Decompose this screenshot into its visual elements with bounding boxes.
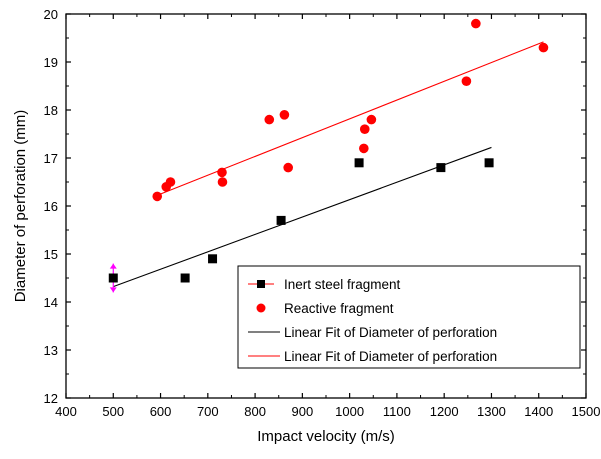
y-axis-title: Diameter of perforation (mm) [12,110,29,303]
reactive-point [359,124,370,134]
y-tick-label: 20 [44,7,58,22]
x-tick-label: 800 [244,404,266,419]
fit-line-2 [113,146,492,288]
reactive-point [461,76,472,86]
legend-label: Linear Fit of Diameter of perforation [284,325,497,340]
reactive-point [152,191,163,202]
y-tick-label: 15 [44,247,58,262]
inert-steel-point [276,215,286,225]
x-tick-label: 1200 [430,404,459,419]
legend-square-marker [257,280,265,288]
x-tick-label: 1100 [383,404,411,419]
inert-steel-point [484,158,494,168]
inert-steel-point [354,158,364,168]
legend-box [237,265,581,369]
y-tick-label: 16 [44,199,58,214]
error-bar-arrow-down [109,287,117,293]
x-tick-label: 600 [150,404,172,419]
legend-label: Reactive fragment [284,301,394,316]
x-tick-label: 1400 [524,404,553,419]
y-tick-label: 19 [44,55,58,70]
x-tick-label: 700 [197,404,219,419]
inert-steel-point [208,254,218,264]
reactive-point [283,162,293,173]
x-axis-title: Impact velocity (m/s) [257,428,395,445]
reactive-point [217,167,227,178]
x-tick-label: 1000 [335,404,364,419]
legend-label: Linear Fit of Diameter of perforation [284,349,497,364]
reactive-point [264,114,275,125]
error-bar-arrow-up [109,263,117,269]
inert-steel-point [436,163,446,173]
reactive-point [366,114,377,125]
x-tick-label: 400 [55,404,77,419]
reactive-point [359,143,369,154]
reactive-point [471,18,481,29]
x-tick-label: 1500 [572,404,601,419]
x-tick-label: 1300 [477,404,506,419]
reactive-point [279,110,290,120]
x-tick-label: 500 [102,404,124,419]
reactive-point [538,42,549,53]
x-tick-label: 900 [292,404,314,419]
y-tick-label: 12 [44,391,58,406]
legend-label: Inert steel fragment [284,277,401,292]
y-tick-label: 13 [44,343,58,358]
reactive-point [217,177,228,187]
y-tick-label: 14 [44,295,58,310]
legend-circle-marker [256,303,266,313]
y-tick-label: 18 [44,103,58,118]
inert-steel-point [180,273,190,283]
inert-steel-point [108,273,118,283]
y-tick-label: 17 [44,151,58,166]
reactive-point [165,177,176,187]
